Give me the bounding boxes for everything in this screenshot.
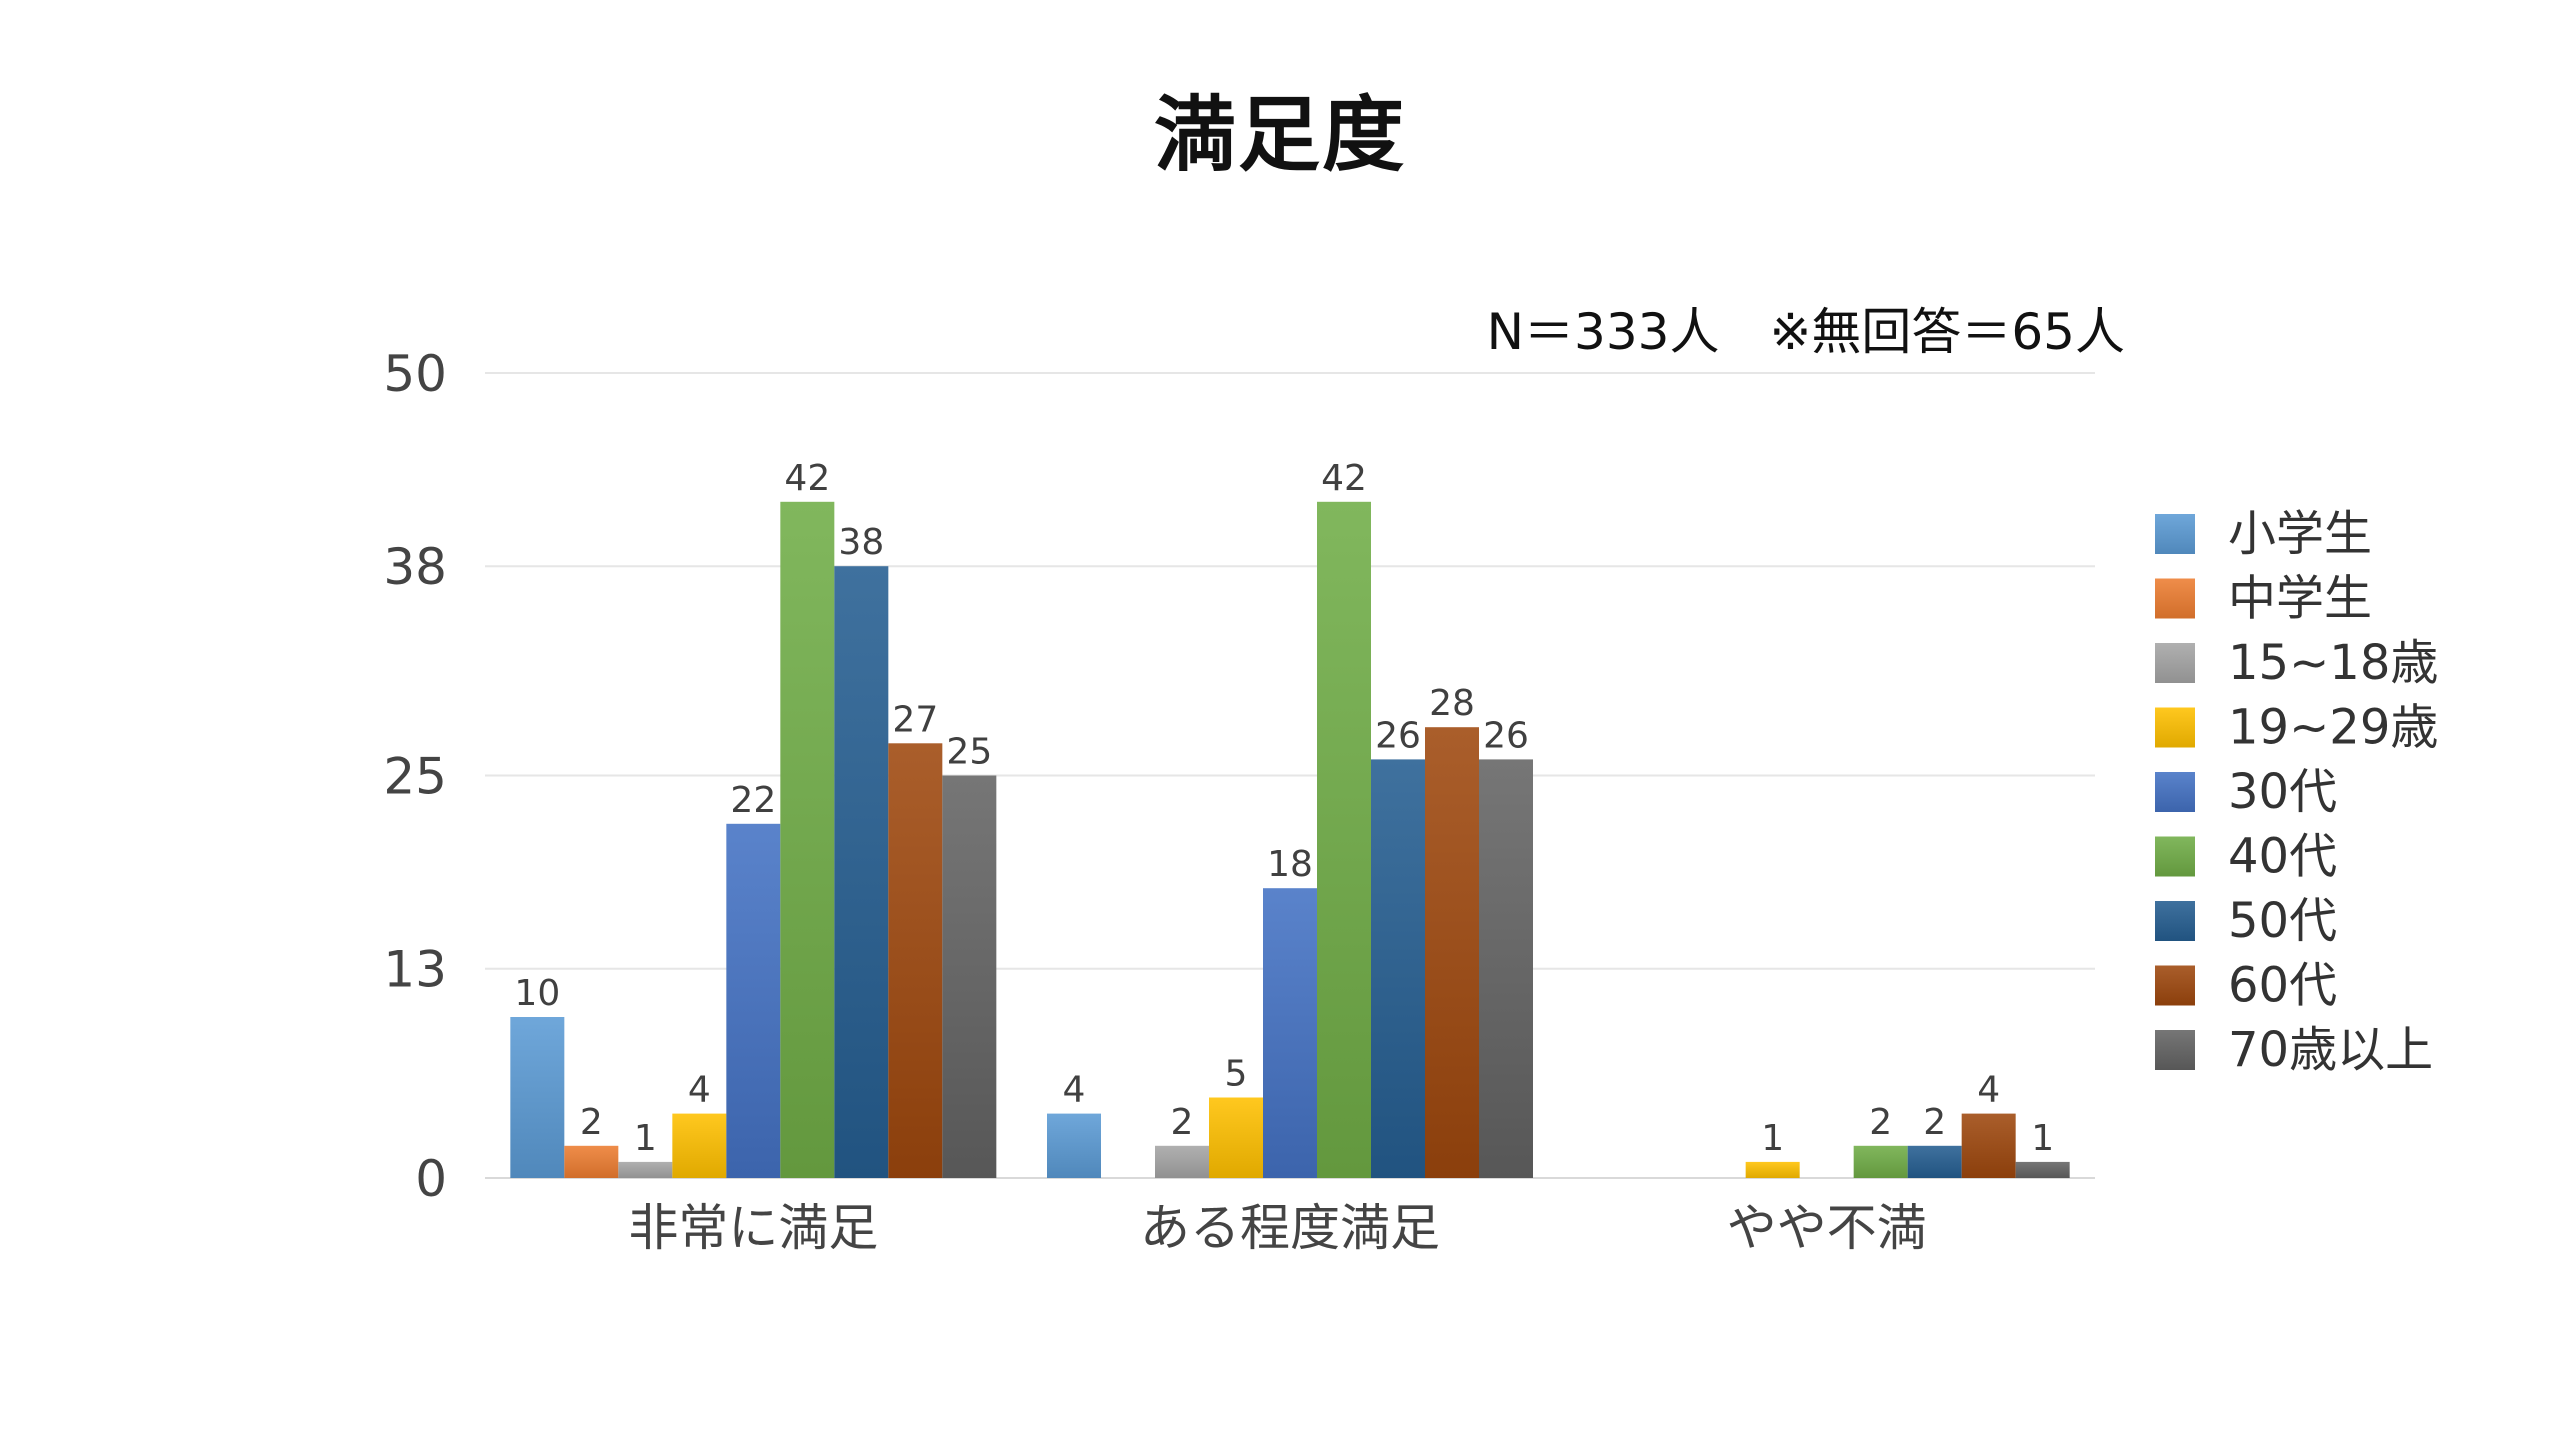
bar [1317,501,1371,1178]
bar [672,1113,727,1178]
bar [1425,727,1479,1178]
bar [1479,759,1533,1178]
data-label: 10 [514,973,560,1014]
legend-swatch [2155,643,2195,683]
bar [2015,1161,2070,1178]
data-label: 4 [1063,1070,1086,1111]
legend-label: 30代 [2228,764,2337,820]
y-tick-label: 38 [383,538,447,596]
data-label: 26 [1483,715,1529,756]
category-label: 非常に満足 [628,1199,878,1257]
bar [780,501,835,1178]
data-label: 4 [688,1070,711,1111]
bar [1371,759,1425,1178]
bar [564,1145,619,1178]
legend-label: 19~29歳 [2228,700,2438,756]
data-label: 18 [1267,844,1313,885]
legend-swatch [2155,514,2195,554]
data-label: 28 [1429,683,1475,724]
bar [618,1161,673,1178]
legend-swatch [2155,1030,2195,1070]
y-tick-label: 50 [383,345,447,403]
bar [1853,1145,1908,1178]
data-label: 2 [580,1102,603,1143]
data-label: 1 [2031,1118,2054,1159]
data-label: 27 [892,699,938,740]
bar [510,1017,565,1178]
legend-label: 15~18歳 [2228,635,2438,691]
data-label: 4 [1977,1070,2000,1111]
legend-swatch [2155,772,2195,812]
bar [1907,1145,1962,1178]
data-label: 5 [1225,1054,1248,1095]
legend-label: 50代 [2228,893,2337,949]
bar [888,743,943,1178]
legend-label: 40代 [2228,829,2337,885]
data-label: 1 [634,1118,657,1159]
bar [1209,1097,1263,1178]
data-label: 22 [730,780,776,821]
legend-label: 中学生 [2228,571,2372,627]
bar [1263,888,1317,1178]
data-label: 26 [1375,715,1421,756]
data-label: 38 [838,522,884,563]
data-label: 2 [1869,1102,1892,1143]
data-label: 25 [946,732,992,773]
bar [1961,1113,2016,1178]
bar [1047,1113,1101,1178]
legend-swatch [2155,836,2195,877]
bar [1155,1145,1209,1178]
legend-swatch [2155,965,2195,1006]
category-label: やや不満 [1727,1199,1927,1257]
bar [942,775,997,1178]
sample-size-note: N＝333人 ※無回答＝65人 [1486,303,2125,361]
legend-label: 小学生 [2228,506,2372,562]
category-label: ある程度満足 [1140,1199,1440,1257]
data-label: 42 [784,458,830,499]
legend-swatch [2155,901,2195,941]
chart-title: 満足度 [1153,88,1406,183]
y-tick-label: 13 [383,941,447,999]
y-tick-label: 0 [415,1150,447,1208]
data-label: 2 [1923,1102,1946,1143]
legend-label: 70歳以上 [2228,1022,2433,1078]
legend-label: 60代 [2228,958,2337,1014]
data-label: 1 [1761,1118,1784,1159]
bar [726,823,781,1178]
legend-swatch [2155,578,2195,619]
bar [1745,1161,1800,1178]
bar [834,566,889,1178]
data-label: 42 [1321,458,1367,499]
data-label: 2 [1171,1102,1194,1143]
legend-swatch [2155,707,2195,748]
y-tick-label: 25 [383,748,447,806]
